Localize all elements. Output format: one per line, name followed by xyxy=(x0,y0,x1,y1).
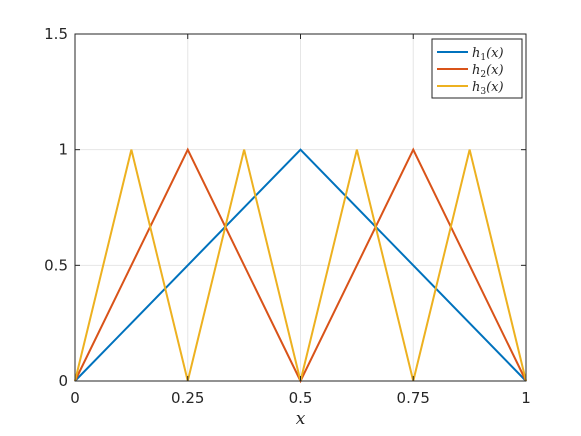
x-tick-label: 0.5 xyxy=(289,389,313,407)
y-tick-label: 0.5 xyxy=(44,256,68,274)
x-tick-label: 0.75 xyxy=(397,389,430,407)
x-tick-label: 0 xyxy=(70,389,80,407)
y-tick-label: 1 xyxy=(58,141,68,159)
legend: h1(x)h2(x)h3(x) xyxy=(431,38,523,99)
legend-label-h3: h3(x) xyxy=(472,80,504,97)
y-tick-label: 0 xyxy=(58,372,68,390)
legend-label-h2: h2(x) xyxy=(472,63,504,80)
x-tick-label: 0.25 xyxy=(171,389,204,407)
y-tick-label: 1.5 xyxy=(44,25,68,43)
series-line-h1 xyxy=(74,148,527,382)
x-tick-label: 1 xyxy=(521,389,531,407)
axis-ticks: 0 0.25 0.5 0.75 1 0 0.5 1 1.5 xyxy=(44,25,531,407)
x-axis-label: x xyxy=(296,409,306,429)
legend-label-h1: h1(x) xyxy=(472,46,504,63)
